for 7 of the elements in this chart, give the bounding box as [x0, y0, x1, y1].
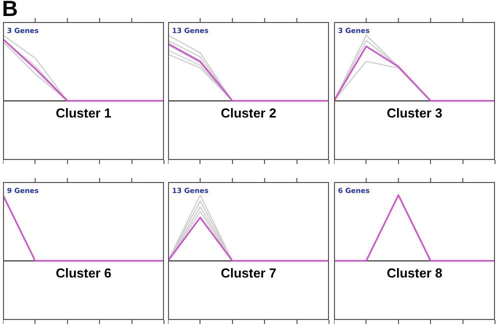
text: Cluster 3 [386, 105, 442, 120]
text: Cluster 8 [386, 265, 442, 280]
text: Cluster 2 [220, 105, 276, 120]
text: Cluster 6 [56, 265, 112, 280]
text: Cluster 7 [220, 265, 276, 280]
text: Cluster 1 [56, 105, 112, 120]
text: B [2, 0, 18, 21]
